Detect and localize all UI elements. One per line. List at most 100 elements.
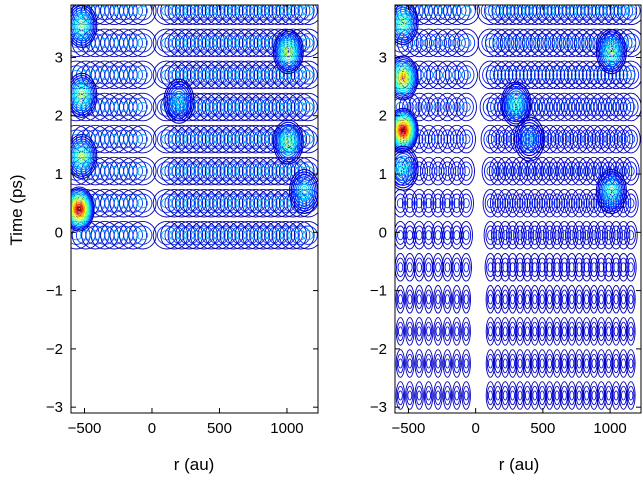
peak-contour-0 bbox=[71, 194, 90, 224]
peak-contour-3 bbox=[395, 152, 414, 184]
contour-ring bbox=[528, 161, 542, 181]
peak-contour-1 bbox=[72, 142, 92, 171]
contour-ring bbox=[572, 161, 586, 181]
contour-ring bbox=[538, 230, 546, 241]
contour-ring bbox=[442, 37, 453, 48]
peak-contour-0 bbox=[395, 117, 413, 144]
contour-ring bbox=[570, 156, 588, 186]
contour-ring bbox=[456, 124, 476, 154]
contour-ring bbox=[516, 198, 524, 209]
contour-ring bbox=[182, 60, 211, 90]
contour-ring bbox=[127, 230, 139, 241]
contour-ring bbox=[561, 390, 567, 401]
contour-ring bbox=[577, 156, 596, 186]
contour-ring bbox=[454, 358, 460, 369]
contour-ring bbox=[577, 33, 596, 53]
contour-ring bbox=[585, 156, 603, 186]
contour-ring bbox=[461, 257, 471, 277]
contour-ring bbox=[443, 166, 452, 177]
contour-ring bbox=[434, 28, 461, 58]
contour-ring bbox=[434, 230, 442, 241]
contour-ring bbox=[219, 28, 248, 58]
contour-ring bbox=[531, 198, 539, 209]
contour-ring bbox=[582, 134, 591, 145]
contour-ring bbox=[544, 69, 555, 80]
contour-ring bbox=[486, 166, 495, 177]
peak-contour-1 bbox=[401, 75, 405, 81]
contour-ring bbox=[431, 129, 445, 149]
contour-ring bbox=[197, 92, 226, 122]
contour-ring bbox=[430, 188, 446, 218]
contour-ring bbox=[408, 92, 430, 122]
contour-ring bbox=[241, 188, 270, 218]
contour-ring bbox=[425, 198, 433, 209]
peak-contour-7 bbox=[526, 135, 532, 143]
peak-contour-0 bbox=[77, 206, 81, 212]
peak-contour-0 bbox=[71, 197, 88, 221]
contour-ring bbox=[302, 230, 314, 241]
contour-ring bbox=[590, 230, 598, 241]
contour-ring bbox=[405, 381, 415, 410]
contour-ring bbox=[462, 230, 470, 241]
contour-ring bbox=[561, 358, 567, 369]
contour-ring bbox=[539, 326, 545, 337]
contour-ring bbox=[520, 220, 535, 250]
contour-ring bbox=[404, 193, 416, 213]
contour-ring bbox=[451, 5, 463, 16]
contour-ring bbox=[424, 289, 433, 309]
contour-ring bbox=[433, 285, 443, 314]
y-tick-label: −3 bbox=[370, 399, 387, 416]
peak-contour-6 bbox=[509, 94, 523, 114]
contour-ring bbox=[547, 124, 567, 154]
contour-ring bbox=[189, 28, 218, 58]
contour-ring bbox=[451, 193, 463, 213]
contour-ring bbox=[574, 69, 585, 80]
contour-ring bbox=[532, 390, 538, 401]
contour-ring bbox=[553, 198, 561, 209]
contour-ring bbox=[197, 5, 226, 26]
peak-contour-5 bbox=[275, 123, 301, 161]
contour-ring bbox=[435, 294, 441, 305]
contour-ring bbox=[502, 294, 508, 305]
contour-ring bbox=[160, 156, 189, 186]
contour-ring bbox=[546, 230, 553, 241]
peak-contour-1 bbox=[71, 133, 98, 180]
contour-ring bbox=[271, 5, 300, 26]
peak-contour-2 bbox=[78, 90, 86, 101]
contour-ring bbox=[197, 156, 226, 186]
contour-ring bbox=[506, 161, 519, 181]
y-axis-label: Time (ps) bbox=[7, 174, 26, 245]
contour-ring bbox=[591, 358, 597, 369]
contour-ring bbox=[278, 156, 308, 186]
contour-ring bbox=[160, 28, 189, 58]
contour-ring bbox=[425, 262, 432, 273]
contour-ring bbox=[580, 193, 593, 213]
contour-ring bbox=[452, 381, 462, 410]
contour-ring bbox=[535, 220, 549, 250]
y-tick-label: 2 bbox=[55, 108, 63, 125]
peak-contour-1 bbox=[71, 136, 96, 177]
contour-ring bbox=[457, 65, 475, 85]
contour-ring bbox=[594, 161, 608, 181]
contour-ring bbox=[495, 294, 501, 305]
contour-ring bbox=[572, 129, 587, 149]
contour-ring bbox=[526, 65, 544, 85]
contour-ring bbox=[540, 33, 559, 53]
contour-ring bbox=[167, 188, 196, 218]
peak-contour-5 bbox=[280, 130, 297, 154]
plot-frame bbox=[394, 4, 642, 414]
contour-ring bbox=[517, 358, 523, 369]
contour-ring bbox=[442, 381, 453, 410]
contour-ring bbox=[156, 161, 177, 181]
contour-ring bbox=[441, 5, 453, 16]
contour-ring bbox=[482, 65, 499, 85]
contour-ring bbox=[514, 193, 526, 213]
contour-ring bbox=[480, 124, 501, 154]
contour-ring bbox=[415, 28, 442, 58]
contour-ring bbox=[516, 166, 524, 177]
contour-ring bbox=[495, 5, 515, 21]
contour-ring bbox=[462, 166, 471, 177]
contour-ring bbox=[568, 198, 576, 209]
peak-contour-0 bbox=[396, 120, 411, 141]
contour-ring bbox=[484, 161, 497, 181]
